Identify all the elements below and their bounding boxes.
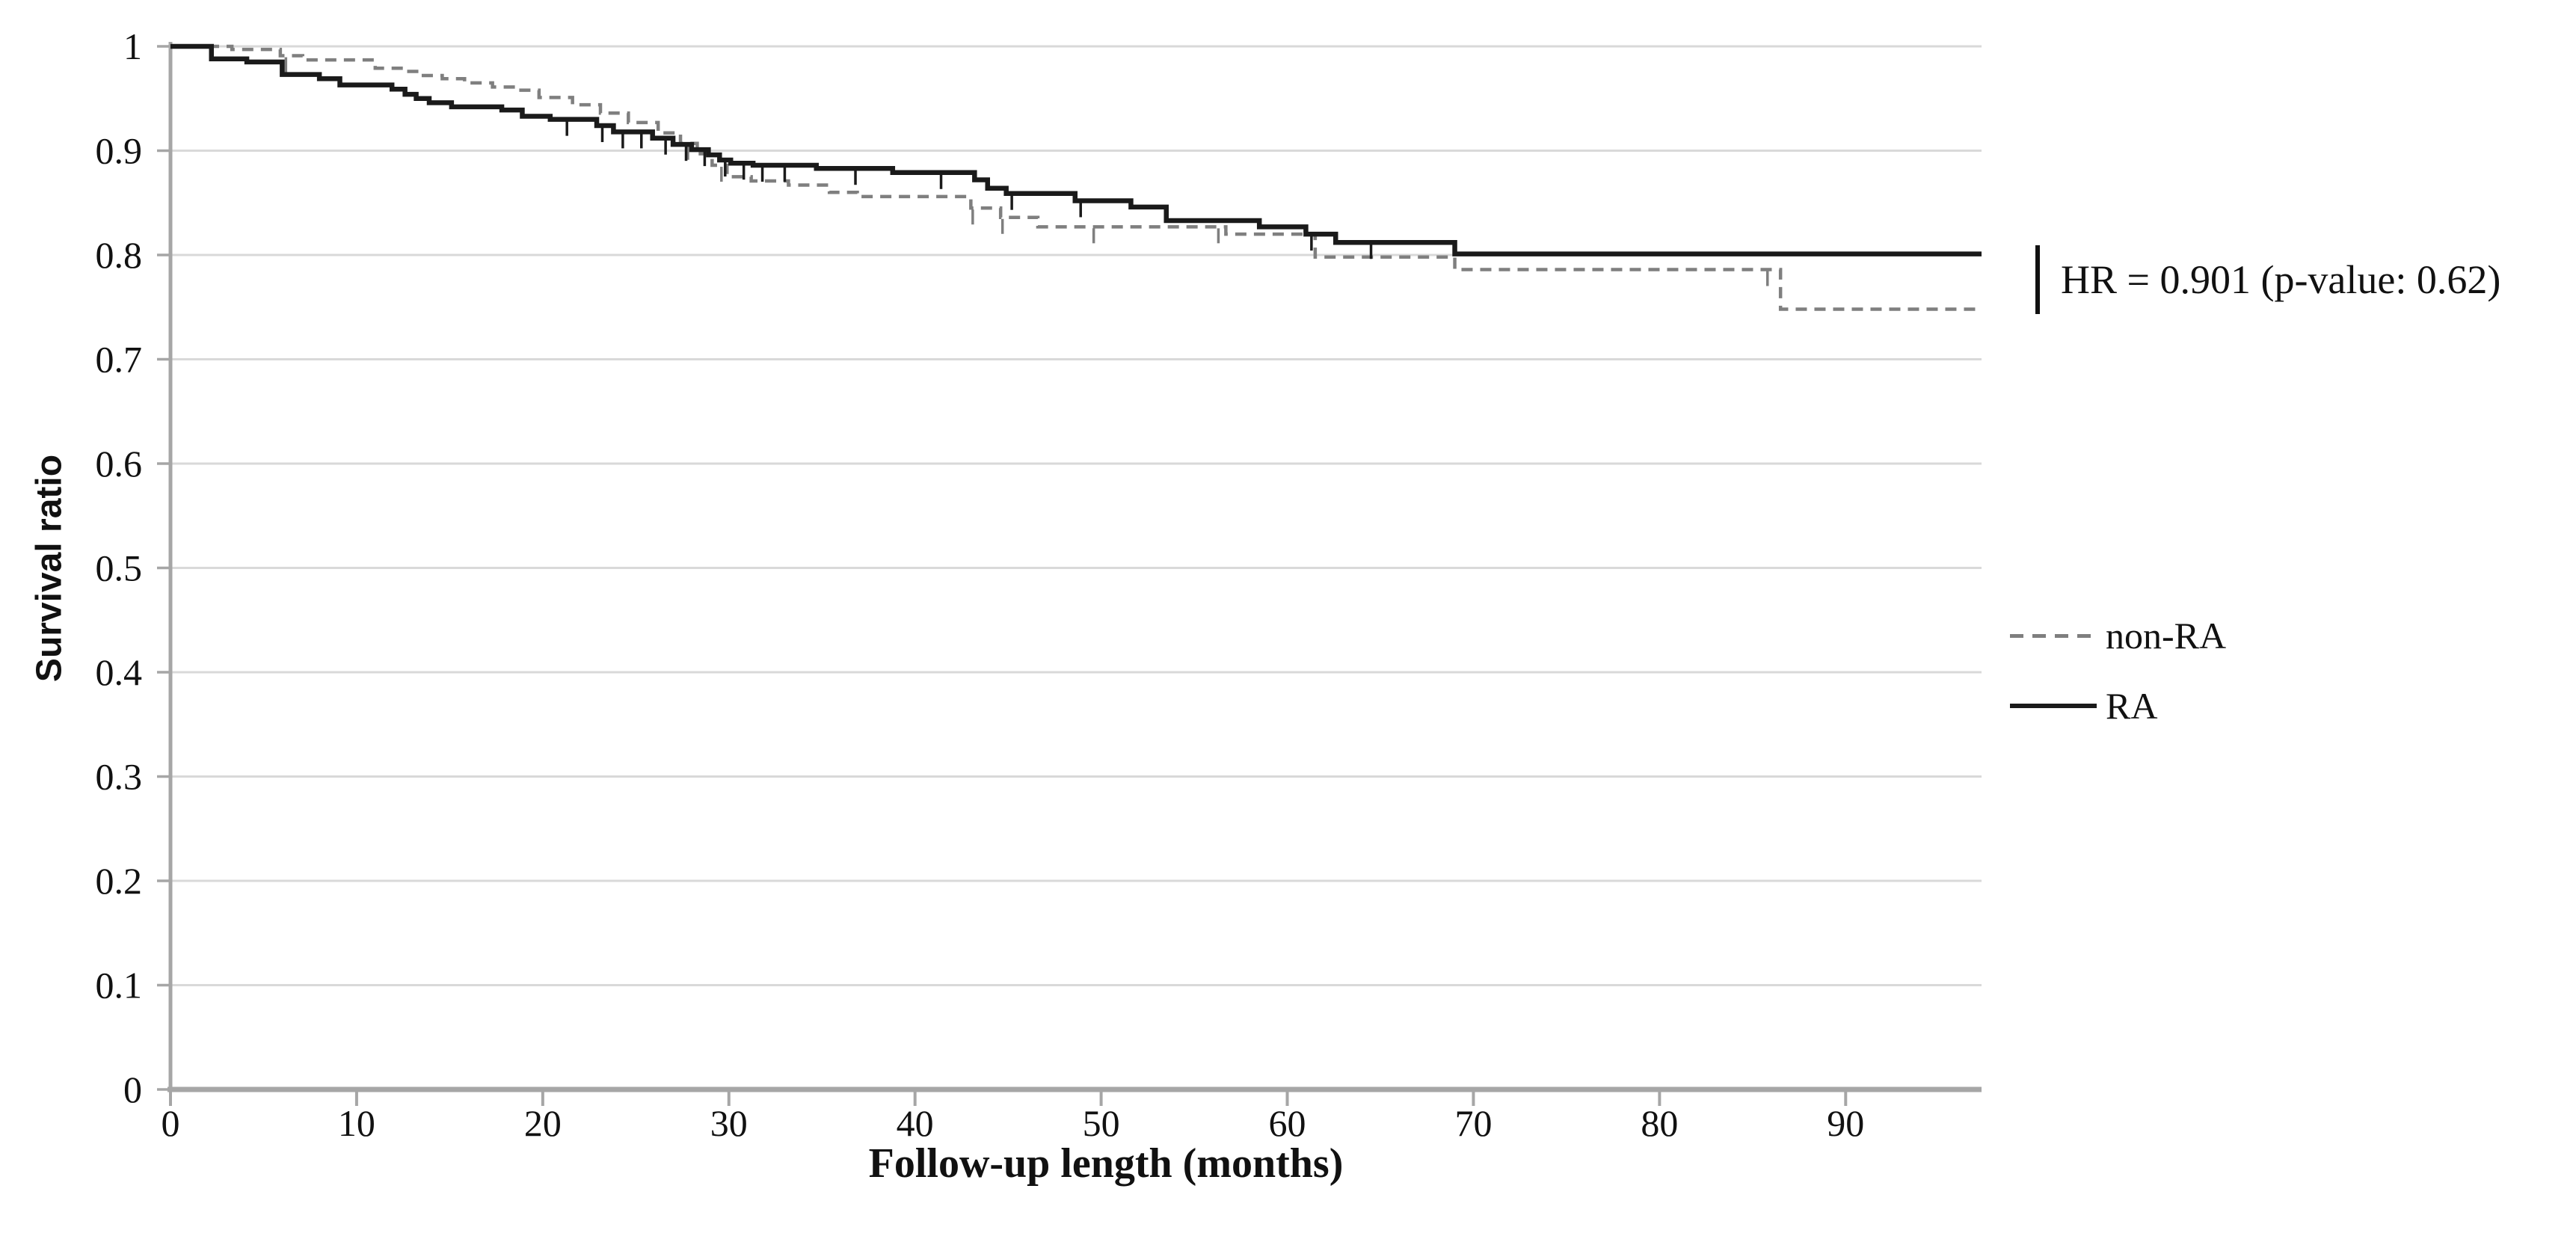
series-ra-curve <box>170 43 1982 256</box>
y-tick-label: 0.3 <box>96 756 143 798</box>
x-tick-label: 20 <box>524 1102 562 1144</box>
y-axis-title: Survival ratio <box>29 454 70 683</box>
legend-item-non-ra: non-RA <box>2010 615 2226 657</box>
legend: non-RA RA <box>2010 615 2226 758</box>
x-tick-label: 90 <box>1827 1102 1864 1144</box>
x-tick-label: 80 <box>1641 1102 1678 1144</box>
hr-annotation-text: HR = 0.901 (p-value: 0.62) <box>2061 257 2501 302</box>
series-non-ra-curve <box>170 44 1982 311</box>
x-tick-label: 40 <box>897 1102 934 1144</box>
y-tick-label: 0.9 <box>96 130 143 172</box>
hr-annotation: HR = 0.901 (p-value: 0.62) <box>2035 245 2500 314</box>
x-tick-label: 0 <box>162 1102 180 1144</box>
legend-item-ra: RA <box>2010 685 2226 727</box>
y-tick-label: 0.2 <box>96 860 143 902</box>
non-ra-dashed-line-icon <box>2010 633 2097 638</box>
legend-label-ra: RA <box>2106 685 2158 727</box>
legend-label-non-ra: non-RA <box>2106 615 2227 657</box>
y-tick-label: 0.8 <box>96 234 143 276</box>
x-tick-label: 10 <box>338 1102 375 1144</box>
x-tick-label: 50 <box>1083 1102 1120 1144</box>
y-tick-label: 0.6 <box>96 443 143 485</box>
y-tick-label: 0 <box>123 1069 142 1110</box>
annotation-bar-icon <box>2035 245 2040 314</box>
y-tick-label: 0.5 <box>96 547 143 589</box>
x-axis-title: Follow-up length (months) <box>868 1140 1344 1187</box>
y-tick-label: 0.1 <box>96 965 143 1006</box>
x-tick-label: 30 <box>710 1102 748 1144</box>
x-tick-label: 70 <box>1454 1102 1492 1144</box>
y-tick-label: 1 <box>123 25 142 67</box>
y-tick-label: 0.4 <box>96 651 143 693</box>
ra-solid-line-icon <box>2010 704 2097 708</box>
y-tick-label: 0.7 <box>96 339 143 381</box>
x-tick-label: 60 <box>1269 1102 1306 1144</box>
